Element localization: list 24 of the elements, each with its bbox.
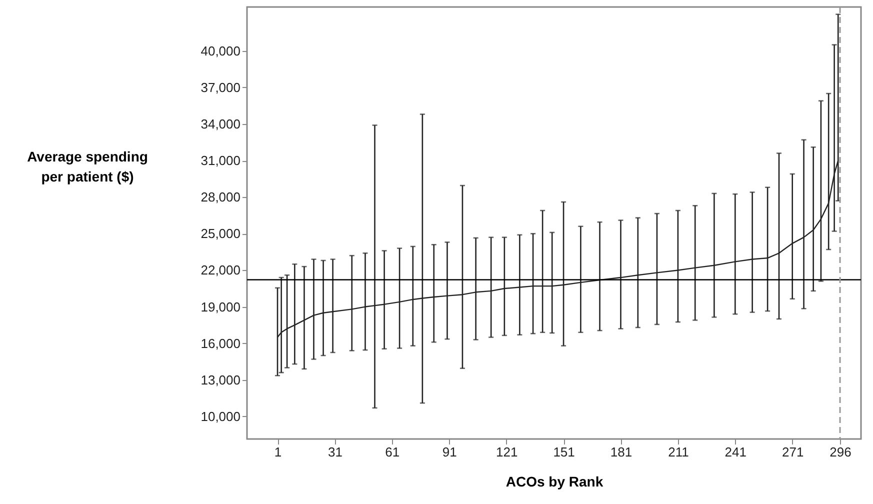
x-tick-label: 181 <box>610 444 632 460</box>
y-tick-label: 37,000 <box>200 80 240 95</box>
x-axis-title: ACOs by Rank <box>506 474 604 490</box>
y-tick-label: 34,000 <box>200 116 240 132</box>
y-tick-label: 10,000 <box>200 408 240 424</box>
x-tick-label: 121 <box>496 444 518 460</box>
y-tick-label: 13,000 <box>200 372 240 388</box>
y-tick-label: 31,000 <box>200 153 240 168</box>
y-tick-label: 19,000 <box>200 299 240 314</box>
x-tick-label: 91 <box>442 444 457 460</box>
x-tick-label: 1 <box>274 444 282 460</box>
x-tick-label: 271 <box>782 444 804 460</box>
y-tick-label: 25,000 <box>200 226 240 242</box>
x-tick-label: 296 <box>830 444 852 460</box>
x-tick-label: 211 <box>668 444 689 460</box>
y-tick-label: 22,000 <box>200 262 240 278</box>
x-tick-label: 61 <box>385 444 400 460</box>
y-axis-title: Average spending per patient ($) <box>27 148 148 184</box>
y-tick-label: 16,000 <box>200 336 240 351</box>
x-tick-label: 241 <box>724 444 746 460</box>
y-tick-label: 40,000 <box>200 43 240 58</box>
x-tick-label: 151 <box>553 444 575 460</box>
y-tick-label: 28,000 <box>200 190 240 205</box>
x-tick-label: 31 <box>328 444 342 460</box>
